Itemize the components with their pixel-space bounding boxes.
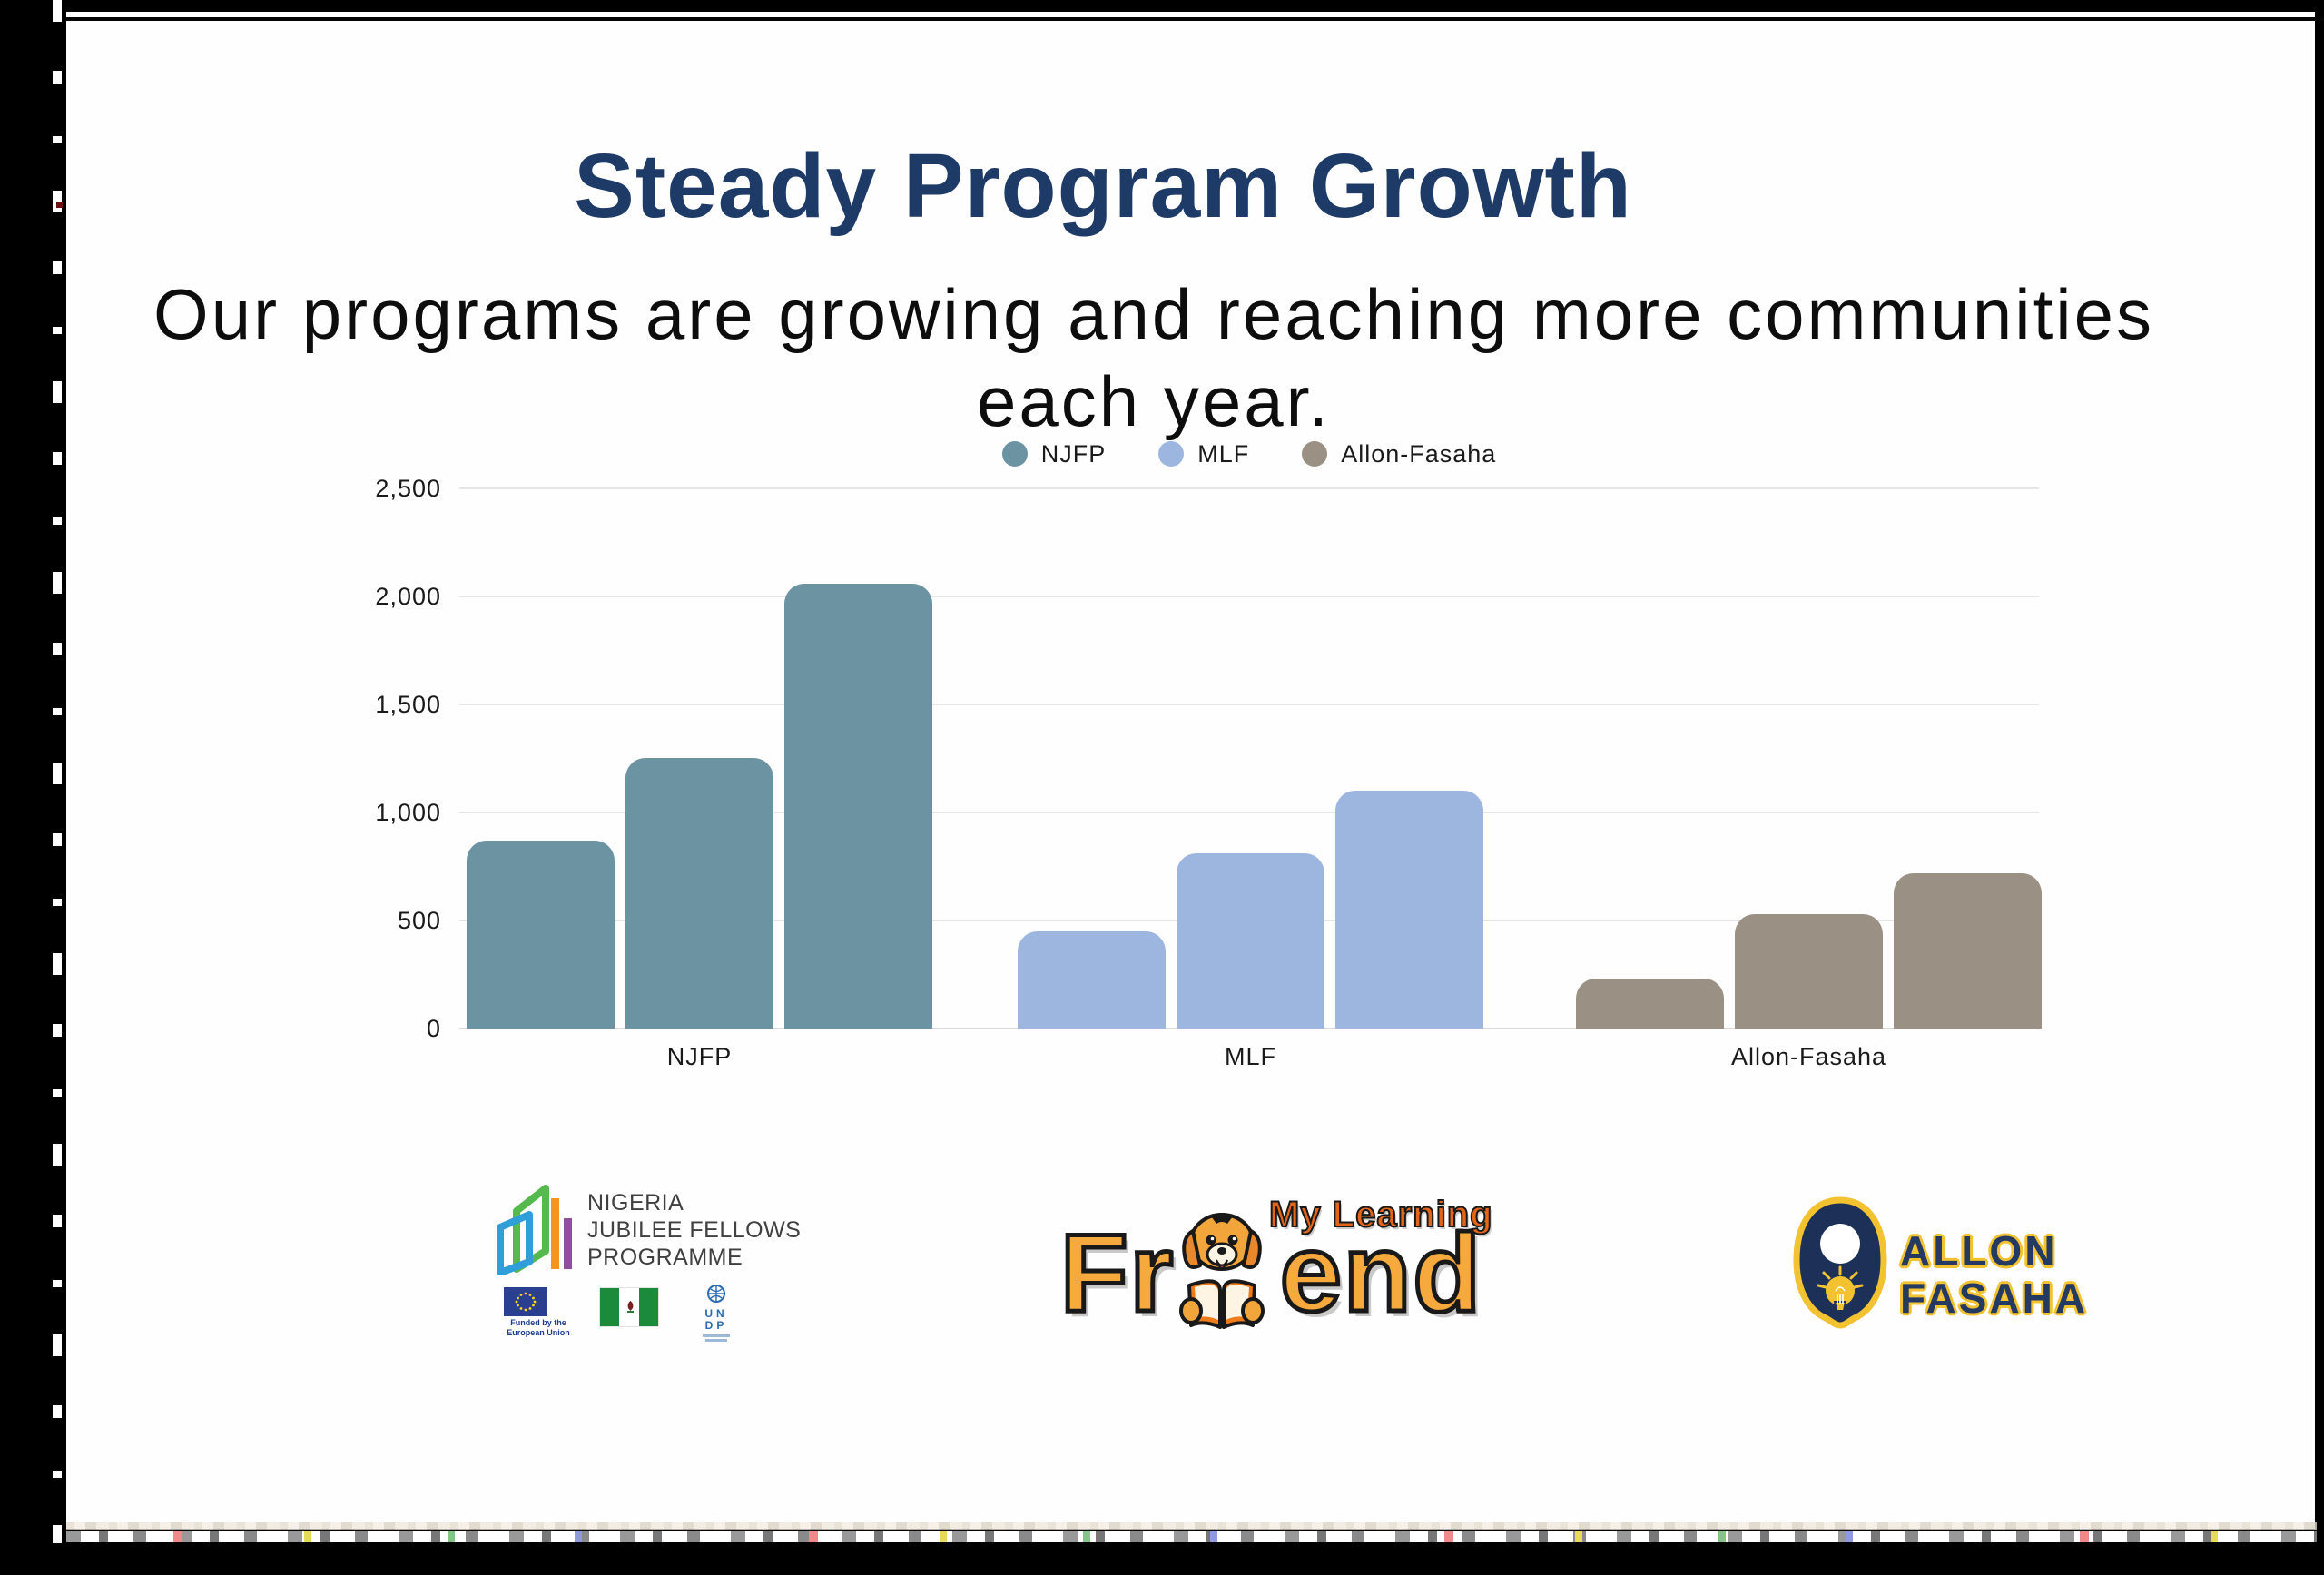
gridline-1000 xyxy=(459,812,2039,813)
subtitle-line-2: each year. xyxy=(977,361,1331,441)
chart-plot-area xyxy=(459,487,2042,1029)
y-axis-tick-label: 0 xyxy=(426,1015,441,1042)
gridline-2500 xyxy=(459,487,2039,489)
njfp-partner-logos: Funded by the European Union UN DP xyxy=(504,1284,767,1342)
legend-item-Allon-Fasaha: Allon-Fasaha xyxy=(1302,440,1496,468)
gridline-2000 xyxy=(459,596,2039,597)
njfp-logo: NIGERIA JUBILEE FELLOWS PROGRAMME Funded… xyxy=(495,1180,801,1344)
njfp-logo-text: NIGERIA JUBILEE FELLOWS PROGRAMME xyxy=(587,1189,801,1271)
bar-MLF-1 xyxy=(1018,931,1166,1029)
bar-MLF-2 xyxy=(1177,853,1324,1029)
bar-MLF-3 xyxy=(1335,791,1483,1029)
undp-emblem-icon xyxy=(707,1285,725,1303)
allon-fasaha-wordmark: ALLON FASAHA xyxy=(1900,1227,2088,1322)
nigeria-flag-green-band xyxy=(638,1288,658,1326)
bar-NJFP-1 xyxy=(467,841,615,1029)
legend-item-NJFP: NJFP xyxy=(1001,439,1107,468)
film-strip-bottom xyxy=(66,1531,2317,1542)
bar-group-NJFP xyxy=(467,584,932,1029)
legend-label: Allon-Fasaha xyxy=(1341,439,1497,468)
film-sprocket-marks-left xyxy=(53,0,62,1543)
allon-line-2: FASAHA xyxy=(1900,1275,2089,1322)
gridline-1500 xyxy=(459,704,2039,705)
undp-logo: UN DP xyxy=(696,1284,736,1342)
page-subtitle: Our programs are growing and reaching mo… xyxy=(96,271,2211,445)
scan-noise-strip xyxy=(66,1522,2317,1530)
legend-dot-icon xyxy=(1158,441,1185,467)
scan-artifact-speck xyxy=(56,202,63,208)
my-learning-friend-logo: Fr end My Learning xyxy=(1059,1194,1496,1337)
y-axis-tick-label: 1,500 xyxy=(375,691,441,718)
gridline-0 xyxy=(459,1028,2039,1029)
nigeria-flag-green-band xyxy=(600,1288,620,1326)
allon-fasaha-mark-icon xyxy=(1793,1196,1887,1329)
slide-background xyxy=(66,12,2315,1529)
allon-line-1: ALLON xyxy=(1900,1227,2058,1275)
eu-flag-icon xyxy=(504,1287,547,1316)
chart-legend: NJFP MLF Allon-Fasaha xyxy=(459,436,2039,472)
undp-letters-line-2: DP xyxy=(704,1319,728,1332)
mlf-word-prefix: Fr xyxy=(1059,1209,1176,1337)
mlf-word-suffix: end xyxy=(1278,1209,1483,1337)
y-axis-tick-label: 2,500 xyxy=(375,475,441,502)
njfp-line-1: NIGERIA xyxy=(587,1190,684,1216)
allon-fasaha-logo: ALLON FASAHA xyxy=(1793,1196,2174,1342)
y-axis-tick-label: 500 xyxy=(397,907,441,934)
legend-label: MLF xyxy=(1197,439,1250,468)
njfp-buildings-icon xyxy=(497,1185,572,1275)
x-axis-label-NJFP: NJFP xyxy=(666,1043,733,1070)
bar-Allon-Fasaha-1 xyxy=(1576,979,1724,1029)
y-axis-tick-label: 1,000 xyxy=(375,799,441,826)
mlf-tagline: My Learning xyxy=(1268,1194,1493,1235)
page-title: Steady Program Growth xyxy=(574,135,1632,237)
x-axis-label-Allon-Fasaha: Allon-Fasaha xyxy=(1730,1043,1887,1070)
bar-group-Allon-Fasaha xyxy=(1576,873,2042,1029)
y-axis-tick-label: 2,000 xyxy=(375,583,441,610)
nigeria-flag-icon xyxy=(599,1287,659,1327)
legend-item-MLF: MLF xyxy=(1158,440,1249,468)
bar-NJFP-3 xyxy=(784,584,932,1029)
njfp-line-3: PROGRAMME xyxy=(587,1245,743,1270)
bar-group-MLF xyxy=(1018,791,1483,1029)
bar-Allon-Fasaha-2 xyxy=(1735,914,1883,1029)
undp-caption-smudge xyxy=(705,1339,727,1342)
legend-dot-icon xyxy=(1302,441,1328,467)
eu-funding-caption: Funded by the European Union xyxy=(507,1318,570,1337)
undp-letters-line-1: UN xyxy=(704,1307,728,1320)
legend-label: NJFP xyxy=(1040,439,1107,468)
scan-top-line xyxy=(66,17,2324,21)
film-strip-dashes xyxy=(66,1531,2317,1542)
legend-dot-icon xyxy=(1001,441,1028,467)
x-axis-label-MLF: MLF xyxy=(1225,1043,1276,1070)
nigeria-coat-of-arms xyxy=(627,1301,634,1313)
puppy-reading-book-icon xyxy=(1179,1213,1265,1329)
undp-caption-smudge xyxy=(703,1334,730,1337)
bar-NJFP-2 xyxy=(625,758,773,1029)
njfp-line-2: JUBILEE FELLOWS xyxy=(587,1217,802,1243)
bar-Allon-Fasaha-3 xyxy=(1894,873,2042,1029)
subtitle-line-1: Our programs are growing and reaching mo… xyxy=(153,274,2154,354)
